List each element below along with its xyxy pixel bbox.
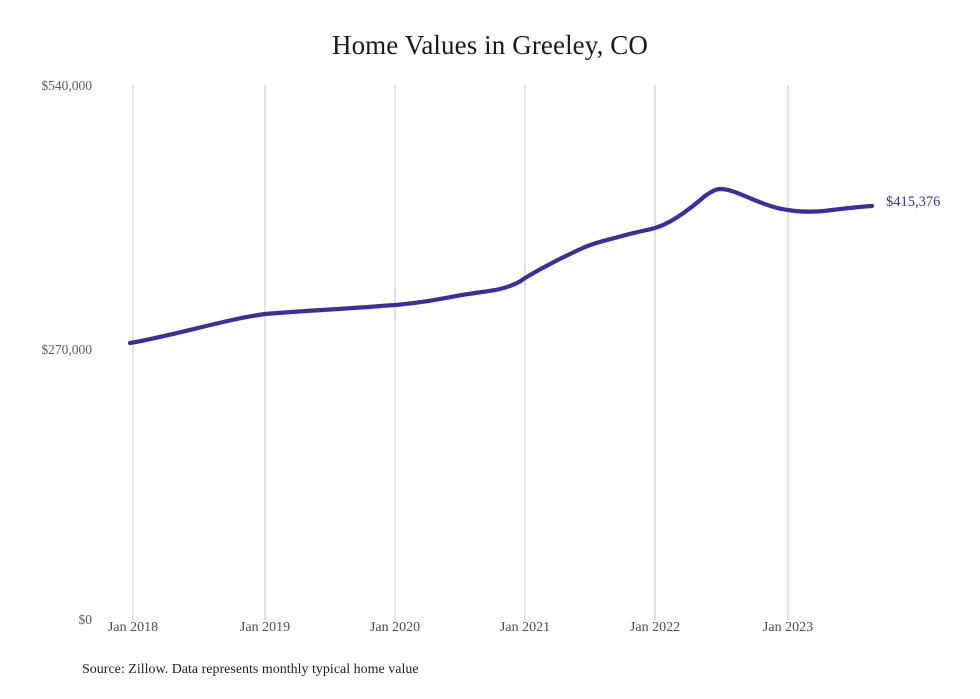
page-title: Home Values in Greeley, CO bbox=[331, 30, 649, 60]
y-axis-label-mid: $270,000 bbox=[41, 342, 92, 357]
x-axis-label-jan-2021: Jan 2021 bbox=[499, 620, 551, 635]
source-note: Source: Zillow. Data represents monthly … bbox=[82, 662, 419, 677]
x-axis-label-jan-2019: Jan 2019 bbox=[239, 620, 291, 635]
x-axis-label-jan-2020: Jan 2020 bbox=[369, 620, 421, 635]
x-axis-label-jan-2018: Jan 2018 bbox=[107, 620, 159, 635]
y-axis-label-min: $0 bbox=[78, 612, 93, 627]
series-end-value-label: $415,376 bbox=[886, 194, 941, 210]
data-line-typical-home-value bbox=[127, 186, 875, 346]
x-axis-label-jan-2022: Jan 2022 bbox=[629, 620, 681, 635]
gridlines bbox=[132, 85, 789, 620]
x-axis-label-jan-2023: Jan 2023 bbox=[762, 620, 814, 635]
y-axis-label-max: $540,000 bbox=[41, 78, 92, 93]
